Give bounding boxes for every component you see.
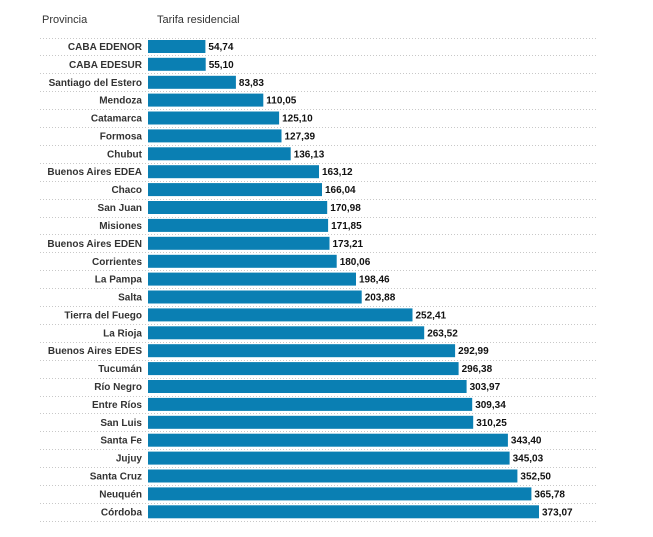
value-label: 303,97 — [470, 382, 501, 393]
category-label: Santa Fe — [100, 436, 142, 447]
category-label: Santa Cruz — [90, 472, 142, 483]
category-label: Córdoba — [101, 507, 143, 518]
value-label: 136,13 — [294, 149, 325, 160]
bar — [148, 75, 236, 89]
category-label: La Rioja — [103, 328, 142, 339]
value-label: 252,41 — [416, 310, 447, 321]
bar — [148, 236, 330, 250]
value-label: 166,04 — [325, 185, 356, 196]
value-label: 170,98 — [330, 203, 361, 214]
category-label: Chubut — [107, 149, 143, 160]
category-label: Santiago del Estero — [49, 78, 142, 89]
bar — [148, 433, 508, 447]
category-label: Corrientes — [92, 257, 142, 268]
value-label: 352,50 — [520, 472, 551, 483]
category-label: Río Negro — [94, 382, 142, 393]
bar — [148, 57, 206, 71]
value-label: 263,52 — [427, 328, 458, 339]
bar — [148, 326, 425, 340]
bar — [148, 344, 456, 358]
value-label: 125,10 — [282, 114, 313, 125]
bar — [148, 40, 206, 53]
category-label: Buenos Aires EDEN — [47, 239, 142, 250]
bar — [148, 165, 319, 179]
value-label: 309,34 — [475, 400, 506, 411]
category-label: Misiones — [99, 221, 142, 232]
bar — [148, 129, 282, 143]
category-label: Buenos Aires EDES — [48, 346, 142, 357]
bar — [148, 505, 539, 519]
category-label: Tierra del Fuego — [64, 310, 142, 321]
bar — [148, 397, 473, 411]
value-label: 55,10 — [209, 60, 234, 71]
bar — [148, 93, 264, 107]
category-label: San Juan — [98, 203, 142, 214]
category-label: Buenos Aires EDEA — [47, 167, 142, 178]
bar — [148, 218, 329, 232]
value-label: 343,40 — [511, 436, 542, 447]
value-label: 345,03 — [513, 454, 544, 465]
value-label: 365,78 — [534, 489, 565, 500]
bar — [148, 183, 322, 197]
value-label: 198,46 — [359, 275, 390, 286]
category-label: Mendoza — [99, 96, 142, 107]
value-label: 203,88 — [365, 293, 396, 304]
bar — [148, 147, 291, 161]
bar — [148, 201, 328, 214]
value-label: 310,25 — [476, 418, 507, 429]
category-label: Formosa — [100, 131, 143, 142]
value-label: 83,83 — [239, 78, 264, 89]
bar — [148, 380, 467, 393]
value-label: 373,07 — [542, 507, 573, 518]
bar — [148, 415, 474, 429]
bar — [148, 111, 280, 125]
column-header-provincia: Provincia — [42, 14, 88, 26]
bar — [148, 308, 413, 322]
bar — [148, 254, 337, 268]
bar — [148, 362, 459, 376]
category-label: San Luis — [100, 418, 142, 429]
bar — [148, 290, 362, 304]
category-label: CABA EDENOR — [68, 42, 143, 53]
category-label: Salta — [118, 293, 142, 304]
value-label: 171,85 — [331, 221, 362, 232]
category-label: Entre Ríos — [92, 400, 142, 411]
bar — [148, 272, 356, 286]
bar — [148, 451, 510, 465]
category-label: Neuquén — [99, 489, 142, 500]
bar — [148, 487, 532, 501]
category-label: Tucumán — [98, 364, 142, 375]
category-label: Chaco — [111, 185, 142, 196]
value-label: 163,12 — [322, 167, 353, 178]
value-label: 127,39 — [285, 131, 316, 142]
category-label: Jujuy — [116, 454, 143, 465]
category-label: Catamarca — [91, 114, 143, 125]
bar — [148, 469, 518, 483]
value-label: 180,06 — [340, 257, 371, 268]
value-label: 292,99 — [458, 346, 489, 357]
value-label: 110,05 — [266, 96, 296, 107]
column-header-tarifa: Tarifa residencial — [157, 14, 240, 26]
category-label: La Pampa — [95, 275, 143, 286]
category-label: CABA EDESUR — [69, 60, 143, 71]
value-label: 173,21 — [333, 239, 364, 250]
value-label: 296,38 — [462, 364, 493, 375]
value-label: 54,74 — [208, 42, 233, 53]
